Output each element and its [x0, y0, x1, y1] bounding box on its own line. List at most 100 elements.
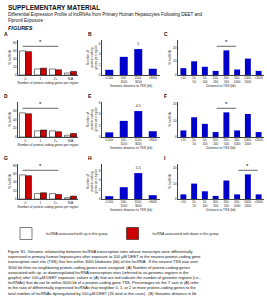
svg-text:N/A: N/A	[68, 77, 74, 81]
svg-text:B: B	[88, 31, 92, 37]
svg-text:4: 4	[99, 178, 101, 182]
svg-text:60: 60	[13, 172, 17, 176]
svg-text:40: 40	[13, 118, 17, 122]
svg-text:Genomic distance to TSS (kb): Genomic distance to TSS (kb)	[110, 84, 152, 88]
svg-text:<10: <10	[181, 138, 186, 142]
svg-text:E: E	[88, 93, 92, 99]
svg-text:2+: 2+	[54, 77, 58, 81]
svg-text:0: 0	[15, 73, 17, 77]
svg-text:40: 40	[13, 180, 17, 184]
svg-text:>2000: >2000	[254, 200, 263, 204]
svg-text:*: *	[39, 39, 42, 45]
svg-text:2: 2	[99, 124, 101, 128]
svg-text:6: 6	[99, 101, 101, 105]
svg-text:*: *	[246, 163, 249, 169]
svg-text:1: 1	[40, 139, 42, 143]
svg-text:% lncRNA: % lncRNA	[8, 49, 12, 64]
svg-text:N/A: N/A	[68, 139, 74, 143]
svg-text:Number of protein-coding genes: Number of protein-coding genes per regio…	[18, 205, 79, 209]
svg-text:500-1000: 500-1000	[234, 200, 241, 208]
svg-text:10-50: 10-50	[192, 76, 196, 84]
svg-text:Number ofprotein-codinggenes p: Number ofprotein-codinggenes per region	[86, 45, 98, 69]
svg-text:Number of protein-coding genes: Number of protein-coding genes per regio…	[18, 143, 79, 147]
svg-text:0: 0	[99, 197, 101, 201]
svg-text:Number ofprotein-codinggenes p: Number ofprotein-codinggenes per region	[86, 107, 98, 131]
svg-text:Number of protein-coding genes: Number of protein-coding genes per regio…	[18, 81, 79, 85]
svg-text:*: *	[225, 39, 228, 45]
svg-text:6: 6	[99, 169, 101, 173]
svg-text:Figure S1. Genomic relationshi: Figure S1. Genomic relationship between …	[8, 249, 201, 296]
svg-text:100-200: 100-200	[213, 76, 219, 84]
svg-text:0: 0	[15, 197, 17, 201]
svg-text:200-500: 200-500	[223, 76, 229, 84]
svg-text:5.5: 5.5	[136, 166, 141, 170]
svg-text:4: 4	[99, 112, 101, 116]
svg-text:1500-3000: 1500-3000	[134, 138, 142, 146]
svg-text:10-50: 10-50	[192, 200, 196, 208]
svg-text:N/A: N/A	[68, 201, 74, 205]
svg-text:100-200: 100-200	[213, 138, 219, 146]
svg-text:C: C	[164, 31, 168, 37]
svg-text:0-500: 0-500	[105, 200, 113, 204]
svg-text:I: I	[164, 155, 166, 161]
svg-text:% lncRNA: % lncRNA	[168, 173, 172, 188]
svg-text:100-200: 100-200	[213, 200, 219, 208]
svg-text:lncRNA associated with up in t: lncRNA associated with up in this group	[46, 232, 108, 236]
svg-text:1: 1	[40, 201, 42, 205]
svg-text:% lncRNA: % lncRNA	[8, 173, 12, 188]
svg-text:*: *	[39, 101, 42, 107]
svg-text:4.5: 4.5	[136, 104, 141, 108]
svg-text:50-100: 50-100	[202, 138, 207, 146]
svg-text:>3000: >3000	[149, 76, 158, 80]
svg-text:% lncRNA: % lncRNA	[168, 49, 172, 64]
svg-text:500-1000: 500-1000	[234, 76, 241, 84]
svg-text:200-500: 200-500	[223, 138, 229, 146]
svg-text:2+: 2+	[54, 139, 58, 143]
svg-text:0-500: 0-500	[105, 138, 113, 142]
svg-text:0: 0	[25, 201, 27, 205]
svg-text:500-1000: 500-1000	[234, 138, 241, 146]
svg-text:A: A	[4, 31, 8, 37]
svg-text:60: 60	[13, 109, 17, 113]
svg-text:Differential Expression Profil: Differential Expression Profile of lncRN…	[8, 12, 202, 23]
svg-text:% lncRNA: % lncRNA	[8, 111, 12, 126]
svg-text:<10: <10	[181, 200, 186, 204]
svg-text:10: 10	[173, 182, 177, 186]
svg-text:0: 0	[175, 73, 177, 77]
svg-text:0: 0	[175, 135, 177, 139]
svg-text:<10: <10	[181, 76, 186, 80]
svg-text:20: 20	[13, 65, 17, 69]
svg-text:10: 10	[173, 119, 177, 123]
svg-text:1500-3000: 1500-3000	[134, 76, 142, 84]
svg-text:0: 0	[15, 135, 17, 139]
svg-text:*: *	[225, 101, 228, 107]
svg-text:20: 20	[13, 126, 17, 130]
svg-text:% lncRNA: % lncRNA	[168, 111, 172, 126]
svg-text:>3000: >3000	[149, 138, 158, 142]
svg-text:500-1500: 500-1500	[120, 76, 127, 84]
svg-text:2: 2	[99, 188, 101, 192]
svg-text:20: 20	[173, 46, 177, 50]
svg-text:>3000: >3000	[149, 200, 158, 204]
svg-text:>2000: >2000	[254, 138, 263, 142]
svg-text:H: H	[88, 155, 92, 161]
svg-text:Distance to TSS (kb): Distance to TSS (kb)	[206, 146, 235, 150]
svg-text:0: 0	[99, 135, 101, 139]
svg-text:50-100: 50-100	[202, 76, 207, 84]
svg-text:6: 6	[99, 42, 101, 46]
svg-text:20: 20	[13, 189, 17, 193]
svg-text:500-1500: 500-1500	[120, 138, 127, 146]
svg-text:1: 1	[40, 77, 42, 81]
svg-text:>2000: >2000	[254, 76, 263, 80]
svg-text:Distance to TSS (kb): Distance to TSS (kb)	[206, 84, 235, 88]
svg-text:500-1500: 500-1500	[120, 200, 127, 208]
svg-text:2: 2	[99, 63, 101, 67]
svg-text:20: 20	[173, 166, 177, 170]
svg-text:200-500: 200-500	[223, 200, 229, 208]
svg-text:1000-2000: 1000-2000	[244, 200, 252, 208]
svg-text:10: 10	[173, 59, 177, 63]
svg-text:40: 40	[13, 57, 17, 61]
svg-text:80: 80	[13, 41, 17, 45]
svg-text:20: 20	[173, 102, 177, 106]
svg-text:1500-3000: 1500-3000	[134, 200, 142, 208]
